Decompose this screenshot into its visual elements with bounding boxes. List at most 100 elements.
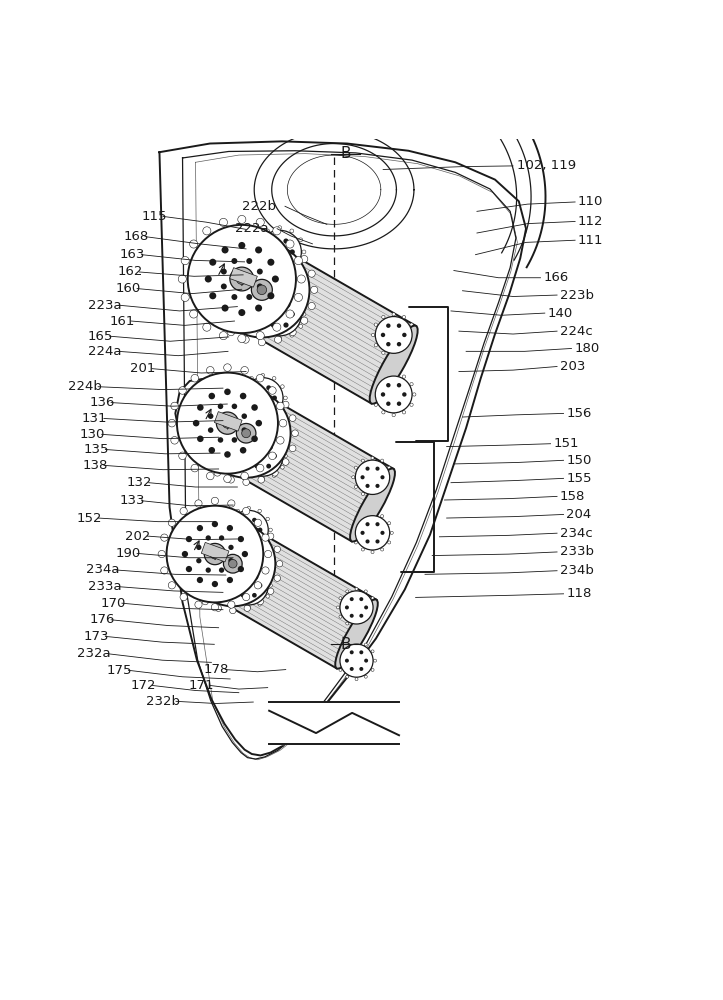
Circle shape — [205, 535, 211, 541]
Circle shape — [247, 562, 250, 565]
Circle shape — [380, 459, 384, 462]
Circle shape — [364, 590, 367, 593]
Circle shape — [231, 404, 237, 409]
Circle shape — [289, 244, 296, 251]
Circle shape — [283, 260, 288, 265]
Circle shape — [410, 344, 413, 347]
Circle shape — [216, 317, 223, 324]
Circle shape — [241, 413, 247, 419]
Circle shape — [236, 576, 241, 580]
Circle shape — [225, 584, 228, 587]
Circle shape — [361, 475, 364, 479]
Circle shape — [171, 402, 179, 410]
Circle shape — [239, 309, 245, 316]
Circle shape — [345, 605, 349, 609]
Circle shape — [279, 419, 287, 427]
Circle shape — [254, 385, 260, 390]
Circle shape — [269, 387, 276, 394]
Circle shape — [238, 334, 246, 343]
Circle shape — [375, 484, 380, 488]
Circle shape — [255, 420, 262, 426]
Circle shape — [202, 389, 291, 478]
Circle shape — [241, 472, 249, 480]
Circle shape — [243, 381, 249, 388]
Circle shape — [241, 537, 245, 542]
Circle shape — [402, 333, 406, 337]
Circle shape — [267, 444, 273, 450]
Circle shape — [161, 567, 168, 574]
Circle shape — [266, 464, 271, 469]
Circle shape — [386, 323, 390, 328]
Polygon shape — [202, 522, 377, 668]
Circle shape — [197, 577, 203, 583]
Circle shape — [242, 336, 249, 343]
Circle shape — [361, 531, 364, 535]
Circle shape — [364, 622, 367, 625]
Circle shape — [339, 615, 342, 618]
Circle shape — [290, 249, 295, 255]
Circle shape — [371, 650, 374, 653]
Circle shape — [241, 443, 245, 446]
Circle shape — [362, 548, 364, 551]
Circle shape — [241, 407, 245, 411]
Circle shape — [166, 506, 263, 602]
Text: 190: 190 — [116, 547, 141, 560]
Circle shape — [291, 430, 299, 437]
Circle shape — [365, 539, 369, 544]
Circle shape — [236, 423, 256, 443]
Circle shape — [272, 454, 277, 458]
Circle shape — [275, 281, 281, 286]
Circle shape — [365, 467, 369, 471]
Circle shape — [257, 454, 262, 460]
Circle shape — [289, 329, 296, 336]
Circle shape — [382, 411, 385, 414]
Circle shape — [339, 668, 342, 671]
Circle shape — [241, 465, 245, 469]
Text: 175: 175 — [106, 664, 132, 677]
Circle shape — [243, 458, 249, 464]
Text: 111: 111 — [578, 234, 604, 247]
Text: 234c: 234c — [560, 527, 593, 540]
Circle shape — [208, 548, 213, 553]
Circle shape — [365, 484, 369, 488]
Circle shape — [223, 554, 242, 573]
Text: 233b: 233b — [560, 545, 594, 558]
Text: 201: 201 — [130, 362, 156, 375]
Circle shape — [283, 454, 287, 458]
Circle shape — [375, 376, 412, 413]
Circle shape — [238, 566, 244, 572]
Circle shape — [380, 475, 385, 479]
Circle shape — [228, 476, 234, 483]
Circle shape — [214, 242, 309, 337]
Circle shape — [252, 279, 273, 300]
Circle shape — [243, 584, 249, 589]
Circle shape — [276, 402, 284, 410]
Circle shape — [281, 385, 284, 388]
Circle shape — [236, 547, 241, 552]
Circle shape — [283, 459, 289, 465]
Circle shape — [299, 324, 303, 328]
Circle shape — [308, 302, 315, 310]
Circle shape — [397, 383, 401, 387]
Circle shape — [196, 558, 202, 563]
Circle shape — [381, 333, 385, 337]
Circle shape — [359, 667, 364, 671]
Circle shape — [238, 416, 242, 421]
Circle shape — [375, 522, 380, 526]
Circle shape — [413, 333, 416, 337]
Circle shape — [230, 607, 236, 614]
Circle shape — [276, 561, 283, 567]
Circle shape — [259, 437, 263, 442]
Polygon shape — [230, 268, 257, 287]
Circle shape — [254, 406, 260, 410]
Circle shape — [374, 606, 377, 609]
Circle shape — [258, 603, 262, 606]
Circle shape — [206, 286, 213, 293]
Circle shape — [256, 332, 265, 340]
Circle shape — [256, 218, 265, 226]
Circle shape — [215, 430, 221, 436]
Circle shape — [197, 525, 203, 531]
Circle shape — [249, 395, 254, 400]
Text: 150: 150 — [566, 454, 592, 467]
Circle shape — [209, 292, 216, 299]
